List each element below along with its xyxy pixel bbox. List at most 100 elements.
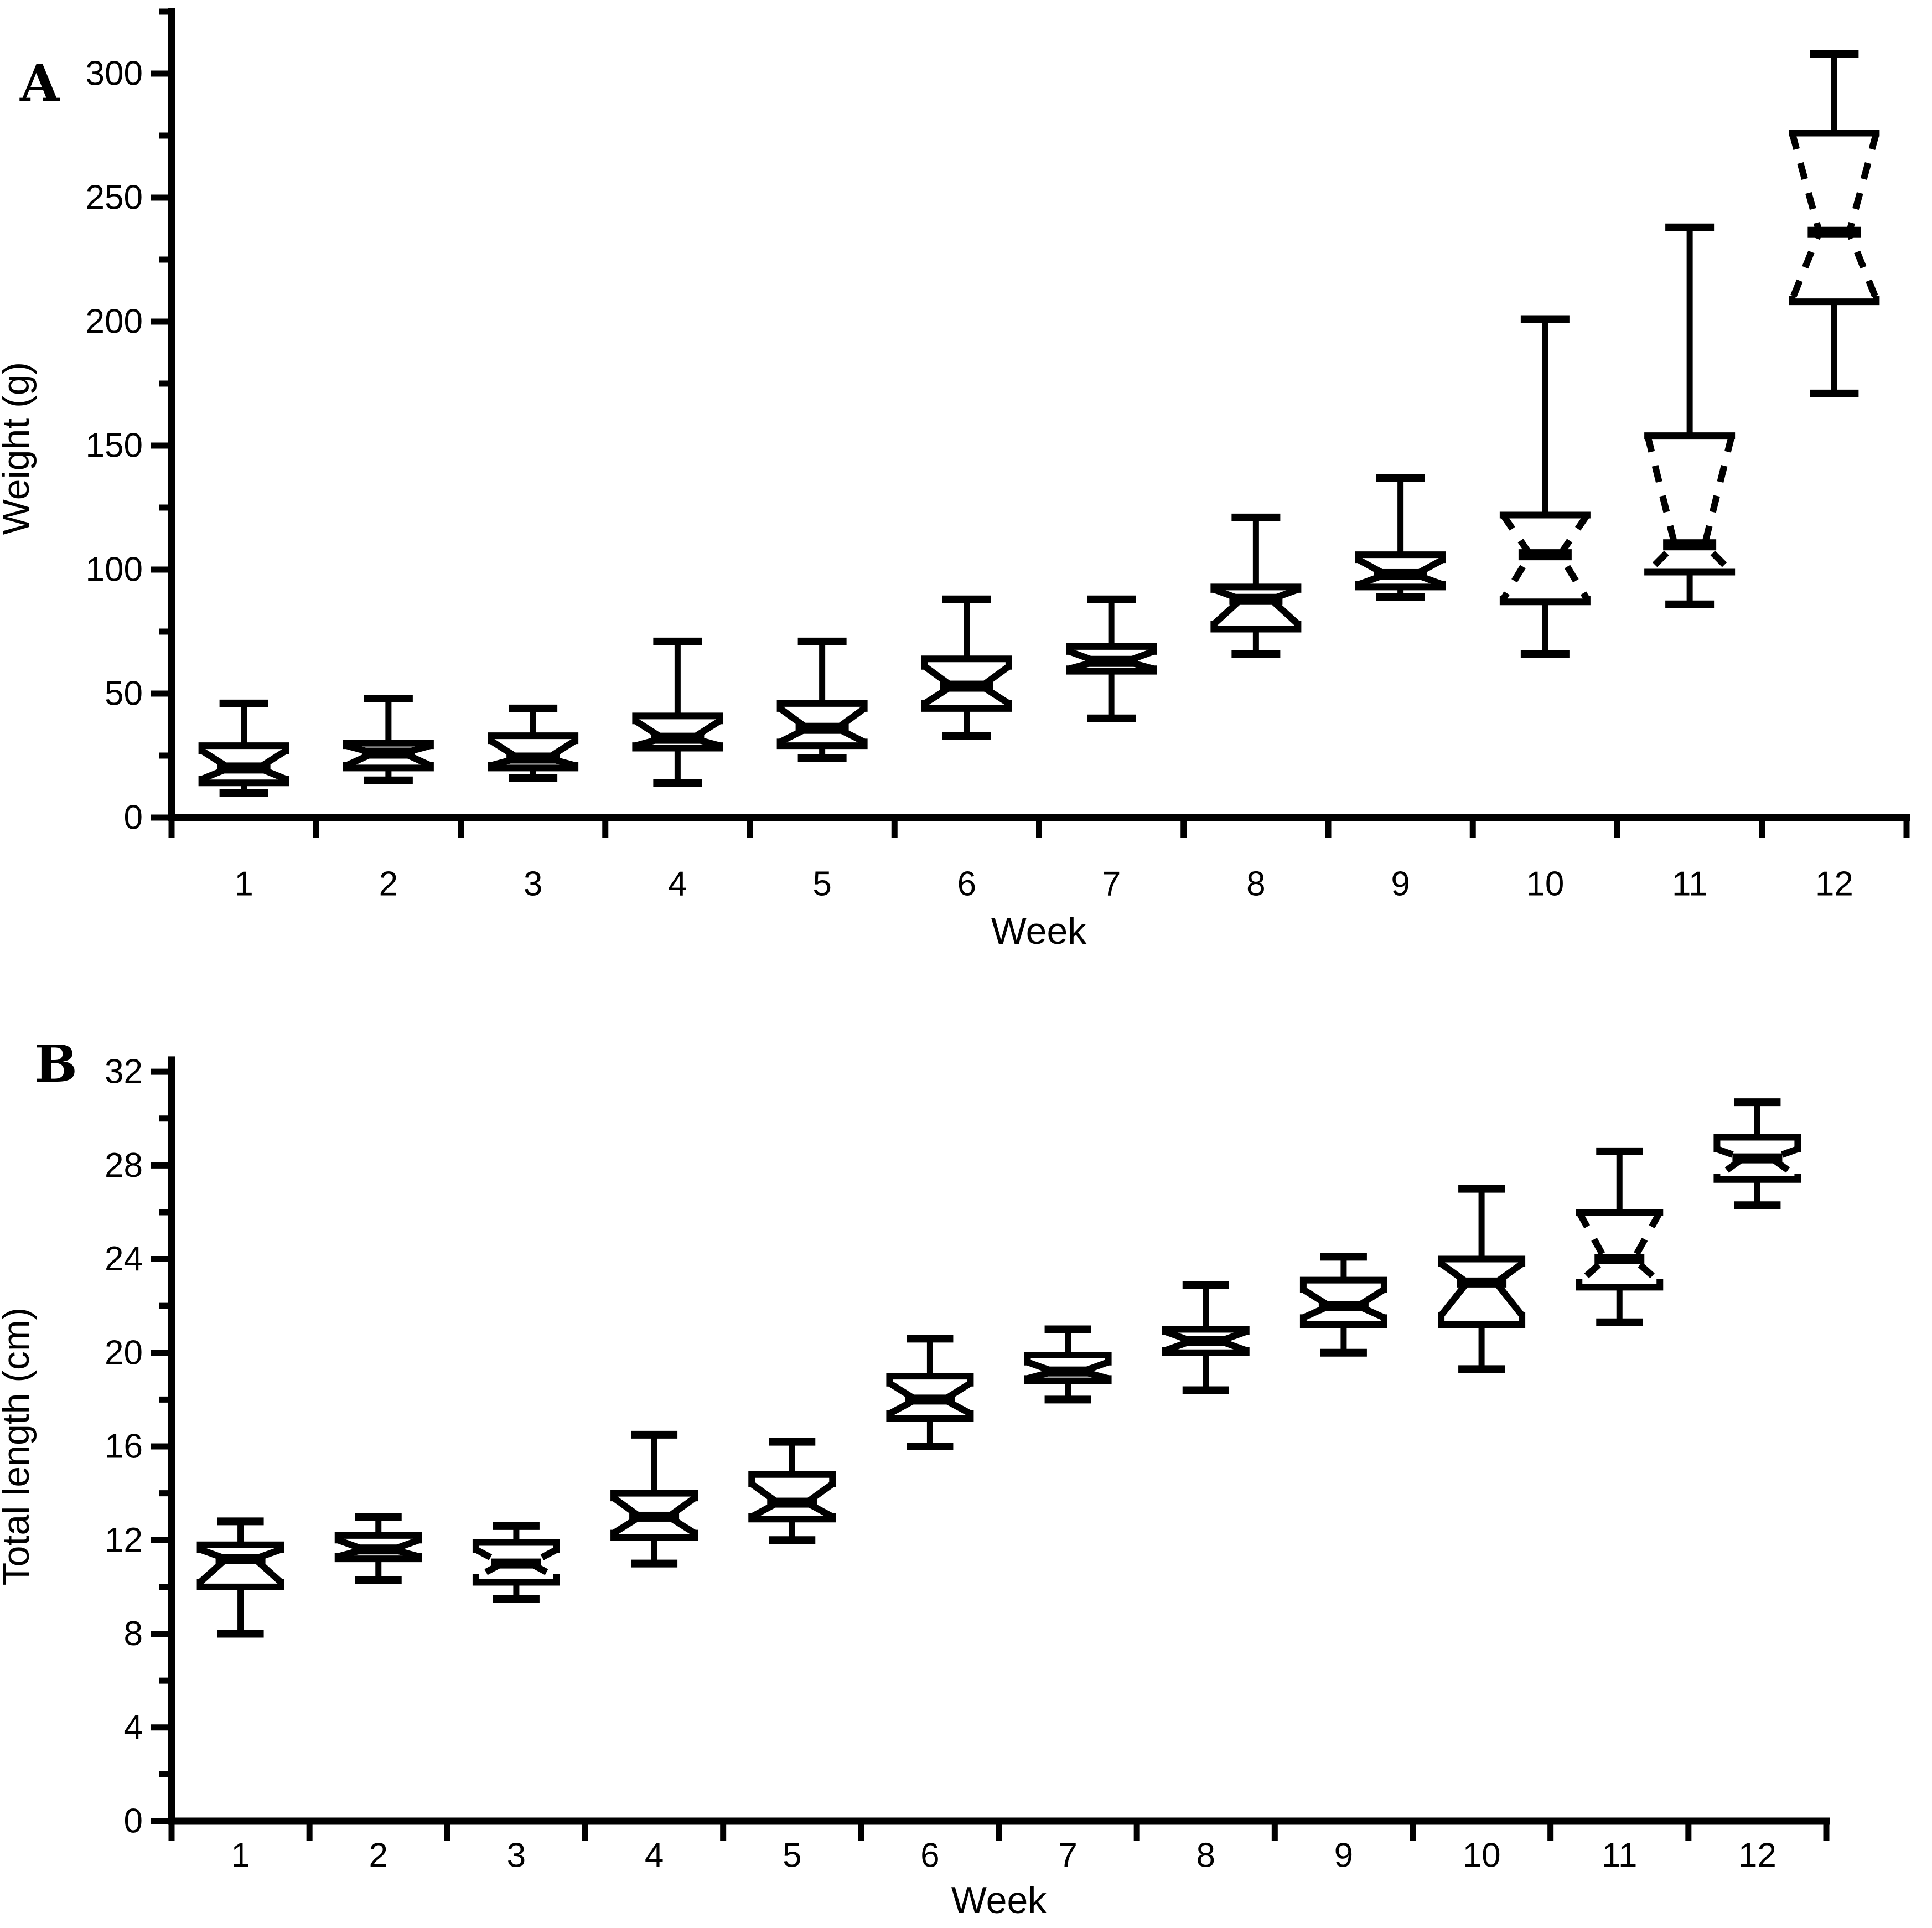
median-band [629, 1511, 680, 1522]
boxplot-week-8 [1210, 513, 1302, 658]
y-tick-label: 0 [124, 1802, 143, 1841]
box-lower-outline [1210, 621, 1302, 633]
x-category-label: 4 [668, 865, 687, 903]
x-category-label: 6 [957, 865, 976, 903]
median-band [1518, 549, 1572, 561]
boxplot-week-10 [1438, 1185, 1526, 1373]
box-lower-outline [886, 1410, 974, 1422]
boxplot-week-10 [1499, 315, 1591, 658]
box-upper-outline [1299, 1276, 1387, 1293]
box-lower-outline [610, 1529, 698, 1542]
x-category-label: 6 [920, 1837, 939, 1875]
y-tick-label: 12 [105, 1521, 143, 1559]
boxplot-week-4 [610, 1430, 698, 1568]
x-category-label: 10 [1526, 865, 1564, 903]
x-category-label: 11 [1602, 1837, 1637, 1875]
median-band [767, 1497, 817, 1508]
median-band [217, 762, 271, 774]
box-lower-outline [334, 1553, 422, 1563]
median-band [1663, 539, 1717, 551]
box-upper-outline [334, 1532, 422, 1544]
boxplot-week-11 [1576, 1147, 1664, 1326]
x-category-label: 8 [1246, 865, 1265, 903]
boxplot-week-2 [334, 1512, 422, 1584]
box-upper-outline [1066, 643, 1157, 655]
median-band [1085, 655, 1138, 667]
x-category-label: 7 [1102, 865, 1121, 903]
boxplot-week-2 [343, 694, 434, 784]
box-lower-outline [1576, 1279, 1664, 1291]
box-lower-outline [748, 1513, 836, 1523]
panel-b: B Total length (cm) Week 048121620242832… [0, 1034, 1830, 1921]
box-upper-outline [343, 740, 434, 750]
x-category-label: 12 [1738, 1837, 1776, 1875]
x-category-label: 1 [234, 865, 253, 903]
notch-right [1556, 513, 1591, 601]
notch-right [524, 1546, 558, 1581]
x-category-label: 3 [524, 865, 542, 903]
notch-left [1576, 1211, 1609, 1285]
median-band [795, 722, 849, 734]
box-lower-outline [198, 776, 289, 787]
notch-left [474, 1546, 509, 1581]
box-lower-outline [472, 1574, 560, 1586]
y-tick-label: 24 [105, 1240, 143, 1278]
box-upper-outline [1438, 1255, 1526, 1268]
y-tick-label: 300 [86, 55, 143, 93]
panel-a-y-axis-title: Weight (g) [0, 362, 37, 535]
notch-left [1438, 1261, 1472, 1317]
boxplot-week-4 [632, 637, 723, 787]
box-lower-outline [1499, 596, 1591, 606]
notch-left [1789, 132, 1823, 301]
boxplot-week-7 [1024, 1325, 1112, 1404]
box-upper-outline [488, 732, 579, 745]
box-lower-outline [1066, 665, 1157, 675]
median-band [940, 680, 993, 692]
median-band [1043, 1366, 1093, 1377]
median-band [1594, 1254, 1645, 1264]
boxplot-week-11 [1644, 223, 1736, 608]
box-lower-outline [776, 738, 868, 750]
box-lower-outline [1713, 1174, 1801, 1183]
panel-a-x-axis-title: Week [991, 910, 1087, 952]
panel-b-letter: B [34, 1034, 77, 1094]
median-band [353, 1544, 403, 1555]
box-upper-outline [748, 1471, 836, 1487]
box-upper-outline [1024, 1352, 1112, 1366]
boxplot-week-9 [1355, 474, 1446, 601]
box-lower-outline [632, 742, 723, 752]
box-upper-outline [1713, 1134, 1801, 1152]
box-lower-outline [1162, 1347, 1250, 1356]
median-band [1318, 1301, 1369, 1311]
boxplot-week-3 [472, 1522, 560, 1603]
boxplot-week-3 [488, 704, 579, 782]
box-lower-outline [921, 700, 1012, 712]
median-band [361, 747, 415, 759]
box-upper-outline [610, 1490, 698, 1502]
box-upper-outline [886, 1373, 974, 1387]
x-category-label: 5 [812, 865, 831, 903]
median-band [1457, 1277, 1507, 1288]
box-upper-outline [472, 1539, 560, 1553]
box-lower-outline [1355, 581, 1446, 591]
panel-a-letter: A [19, 53, 60, 113]
notch-left [1715, 1146, 1750, 1180]
x-category-label: 1 [231, 1837, 250, 1875]
x-category-label: 4 [645, 1837, 664, 1875]
notch-left [1500, 513, 1535, 601]
y-tick-label: 100 [86, 551, 143, 589]
box-upper-outline [632, 712, 723, 725]
median-band [905, 1394, 955, 1405]
notch-right [1491, 1261, 1525, 1317]
notch-right [1846, 132, 1880, 301]
boxplot-week-9 [1299, 1253, 1387, 1357]
y-tick-label: 250 [86, 179, 143, 217]
y-tick-label: 0 [124, 799, 143, 837]
x-category-label: 10 [1463, 1837, 1501, 1875]
y-tick-label: 150 [86, 427, 143, 465]
x-category-label: 9 [1334, 1837, 1353, 1875]
